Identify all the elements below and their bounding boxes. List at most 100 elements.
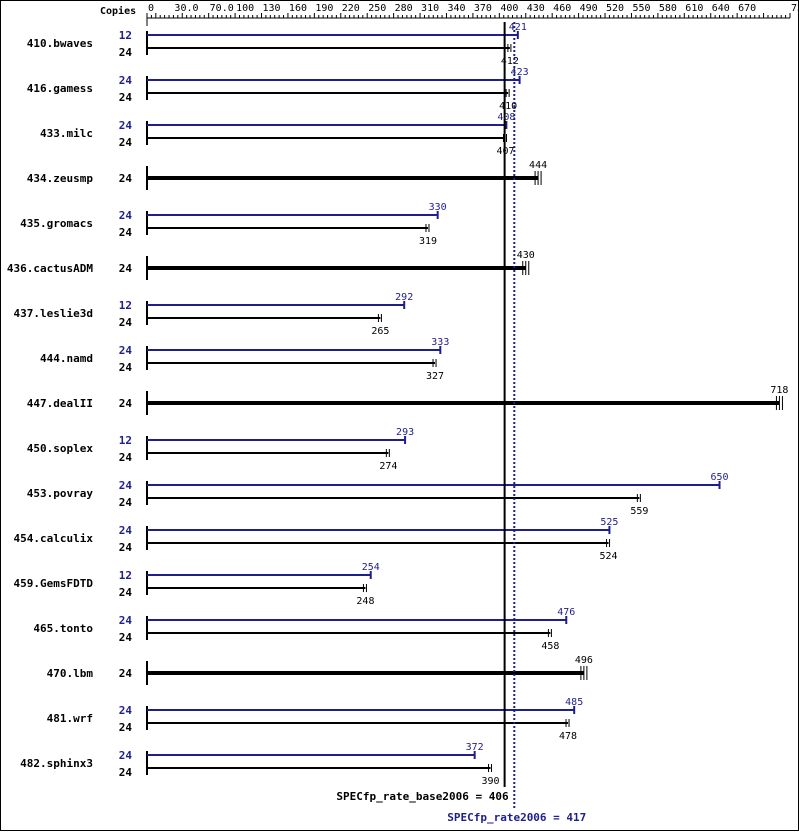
axis-tick-label: 430 [527,3,545,14]
copies-label: 24 [119,667,133,680]
peak-copies-label: 24 [119,614,133,627]
base-value-label: 248 [356,596,374,607]
benchmark-label: 444.namd [40,352,93,365]
peak-copies-label: 24 [119,524,133,537]
axis-tick-label: 280 [395,3,413,14]
axis-tick-label: 310 [421,3,439,14]
benchmark-row: 433.milc2424408407 [40,112,515,157]
peak-copies-label: 24 [119,749,133,762]
benchmark-row: 453.povray 24 24 650 559 [27,472,729,517]
benchmark-row: 447.dealII 24 718 [27,385,788,415]
axis-tick-label: 370 [474,3,492,14]
peak-value-label: 293 [396,427,414,438]
peak-value-label: 408 [497,112,515,123]
base-copies-label: 24 [119,316,133,329]
base-value-label: 390 [481,776,499,787]
base-copies-label: 24 [119,46,133,59]
benchmark-row: 434.zeusmp 24 444 [27,160,547,190]
copies-label: 24 [119,172,133,185]
combined-value-label: 444 [529,160,547,171]
axis-tick-label: 520 [606,3,624,14]
axis-tick-label: 160 [289,3,307,14]
axis-tick-label: 580 [659,3,677,14]
peak-copies-label: 12 [119,434,132,447]
peak-copies-label: 12 [119,29,132,42]
axis-tick-label: 400 [500,3,518,14]
benchmark-row: 410.bwaves 12 24 421 412 [27,22,527,67]
base-value-label: 410 [499,101,517,112]
benchmark-label: 447.dealII [27,397,93,410]
base-copies-label: 24 [119,766,133,779]
axis-tick-label: 730 [791,3,799,14]
benchmark-row: 436.cactusADM 24 430 [7,250,535,280]
peak-value-label: 333 [431,337,449,348]
combined-value-label: 496 [575,655,593,666]
axis-tick-label: 100 [236,3,254,14]
benchmark-label: 436.cactusADM [7,262,93,275]
axis-tick-label: 340 [447,3,465,14]
benchmark-rows: 410.bwaves1224421412416.gamess2424423410… [7,22,789,787]
base-copies-label: 24 [119,496,133,509]
base-value-label: 274 [379,461,397,472]
axis-tick-label: 640 [712,3,730,14]
benchmark-label: 434.zeusmp [27,172,94,185]
peak-value-label: 372 [466,742,484,753]
benchmark-label: 482.sphinx3 [20,757,93,770]
base-value-label: 458 [541,641,559,652]
combined-value-label: 430 [517,250,535,261]
benchmark-label: 433.milc [40,127,93,140]
axis-tick-label: 250 [368,3,386,14]
peak-copies-label: 24 [119,209,133,222]
base-value-label: 265 [371,326,389,337]
peak-value-label: 423 [511,67,529,78]
base-copies-label: 24 [119,136,133,149]
benchmark-label: 435.gromacs [20,217,93,230]
peak-copies-label: 24 [119,479,133,492]
base-copies-label: 24 [119,721,133,734]
base-copies-label: 24 [119,361,133,374]
benchmark-row: 437.leslie3d 12 24 292 265 [14,292,414,337]
benchmark-label: 437.leslie3d [14,307,93,320]
peak-copies-label: 24 [119,119,133,132]
axis-tick-label: 670 [738,3,756,14]
benchmark-row: 465.tonto 24 24 476 458 [33,607,575,652]
base-value-label: 478 [559,731,577,742]
benchmark-label: 470.lbm [47,667,94,680]
axis-tick-label: 550 [632,3,650,14]
peak-copies-label: 24 [119,344,133,357]
benchmark-label: 465.tonto [33,622,93,635]
base-copies-label: 24 [119,541,133,554]
benchmark-label: 416.gamess [27,82,93,95]
axis-tick-label: 0 [148,3,154,14]
benchmark-label: 453.povray [27,487,94,500]
axis-tick-label: 490 [580,3,598,14]
peak-value-label: 525 [600,517,618,528]
peak-copies-label: 12 [119,299,132,312]
copies-header: Copies [100,5,136,17]
peak-value-label: 254 [362,562,380,573]
axis-tick-label: 190 [315,3,333,14]
base-copies-label: 24 [119,451,133,464]
peak-copies-label: 24 [119,704,133,717]
base-value-label: 412 [501,56,519,67]
combined-value-label: 718 [770,385,788,396]
peak-copies-label: 24 [119,74,133,87]
benchmark-row: 454.calculix 24 24 525 524 [14,517,619,562]
peak-reference-label: SPECfp_rate2006 = 417 [447,811,586,824]
benchmark-row: 481.wrf 24 24 485 478 [47,697,584,742]
benchmark-label: 481.wrf [47,712,93,725]
base-value-label: 327 [426,371,444,382]
benchmark-row: 459.GemsFDTD 12 24 254 248 [14,562,380,607]
benchmark-row: 482.sphinx3 24 24 372 390 [20,742,499,787]
benchmark-label: 410.bwaves [27,37,93,50]
base-value-label: 319 [419,236,437,247]
benchmark-row: 470.lbm 24 496 [47,655,593,685]
axis-tick-label: 30.0 [174,3,198,14]
axis-tick-label: 130 [263,3,281,14]
peak-value-label: 476 [557,607,575,618]
benchmark-label: 459.GemsFDTD [14,577,94,590]
base-reference-label: SPECfp_rate_base2006 = 406 [336,790,509,803]
benchmark-row: 435.gromacs 24 24 330 319 [20,202,447,247]
